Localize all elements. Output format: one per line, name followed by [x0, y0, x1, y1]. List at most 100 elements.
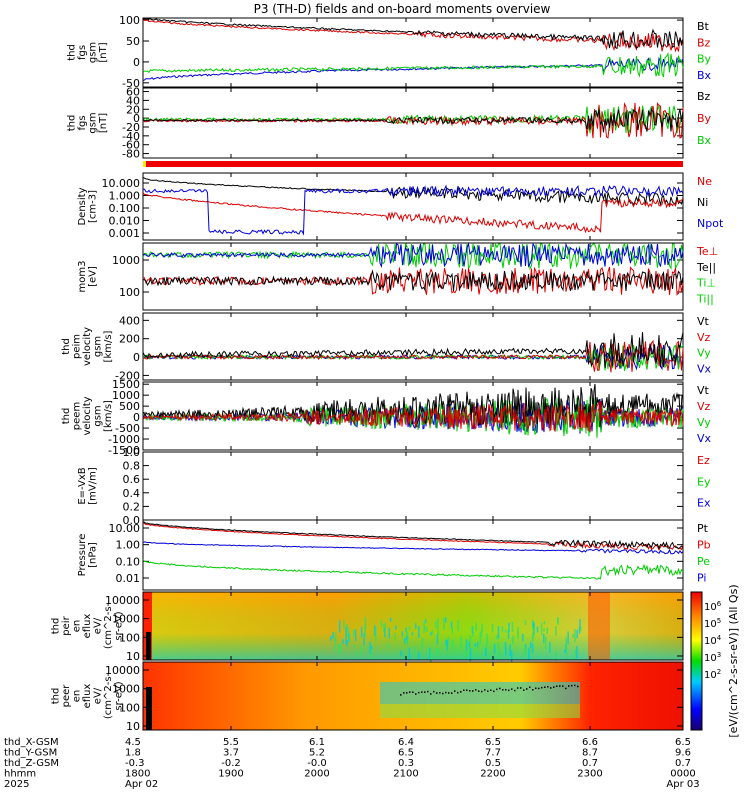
legend-pressure-0: Pt	[697, 522, 709, 535]
electron-spectrogram-dot	[451, 692, 453, 694]
ion-spectrogram-pixel	[451, 628, 454, 634]
y-axis-label-line: fgs	[77, 45, 88, 60]
y-tick-label: 0	[133, 56, 140, 69]
trace-npot	[142, 184, 684, 236]
electron-spectrogram-dot	[439, 692, 441, 694]
legend-peem-velocity-1: Vz	[697, 400, 711, 413]
x-axis-value: -0.0	[307, 758, 327, 769]
legend-fgs-b-0: Bt	[697, 20, 710, 33]
ion-spectrogram-pixel	[566, 651, 568, 661]
legend-efield-2: Ex	[697, 497, 711, 510]
ion-spectrogram-pixel	[543, 620, 546, 625]
ion-spectrogram-pixel	[405, 627, 407, 632]
trace-pt	[142, 521, 684, 550]
ion-spectrogram-pixel	[565, 637, 568, 651]
electron-spectrogram-dot	[553, 686, 555, 688]
legend-fgs-dsl-1: By	[697, 112, 712, 125]
ion-spectrogram-pixel	[338, 645, 341, 649]
x-axis-row-label: 2025	[4, 779, 29, 790]
ion-spectrogram-pixel	[437, 631, 440, 635]
y-tick-label: 60	[126, 86, 140, 99]
legend-fgs-dsl-2: Bx	[697, 134, 712, 147]
electron-spectrogram-dot	[523, 689, 525, 691]
electron-spectrogram-dot	[499, 687, 501, 690]
electron-spectrogram-dot	[448, 692, 450, 694]
ion-spectrogram-pixel	[504, 629, 507, 633]
ion-spectrogram-pixel	[450, 621, 453, 629]
electron-spectrogram-dot	[571, 684, 573, 687]
ion-spectrogram-pixel	[479, 632, 481, 645]
legend-temperature-0: Te⊥	[696, 245, 718, 258]
legend-density-0: Ne	[697, 175, 712, 188]
y-axis-label-line: thd	[51, 688, 62, 705]
ion-spectrogram-pixel	[501, 626, 504, 633]
panel-frame	[142, 451, 684, 521]
y-tick-label: 10.000	[102, 177, 141, 190]
ion-spectrogram-pixel	[431, 630, 434, 635]
x-axis-value: 8.7	[582, 748, 598, 759]
ion-spectrogram-pixel	[435, 621, 437, 629]
ion-spectrogram-pixel	[424, 619, 427, 624]
electron-spectrogram-dot	[484, 689, 486, 691]
ion-spectrogram-gap	[146, 632, 151, 660]
ion-spectrogram-pixel	[369, 641, 371, 654]
x-axis-value: 6.6	[582, 737, 598, 748]
ion-spectrogram-pixel	[421, 638, 424, 649]
ion-spectrogram-pixel	[354, 629, 357, 641]
y-tick-label: 10	[126, 720, 140, 733]
y-axis-label-line: eV/	[93, 687, 104, 704]
electron-spectrogram-dot	[460, 691, 462, 693]
y-tick-label: 100	[119, 631, 140, 644]
ion-spectrogram-pixel	[411, 632, 414, 636]
panel-frame	[142, 172, 684, 241]
y-axis-label: thd fgs gsm [nT]	[66, 42, 109, 63]
legend-fgs-b-1: Bz	[697, 36, 711, 49]
ion-spectrogram-pixel	[426, 626, 428, 633]
x-axis-value: 2300	[577, 769, 602, 780]
y-axis-label-line: [km/s]	[103, 400, 114, 432]
ion-spectrogram-pixel	[339, 643, 342, 651]
y-tick-label: -60	[122, 139, 140, 152]
trace-dsl-bz	[142, 108, 684, 133]
y-axis-label-line: gsm	[93, 405, 104, 426]
ion-spectrogram-pixel	[528, 647, 530, 660]
ion-spectrogram-pixel	[417, 651, 420, 661]
ion-spectrogram-pixel	[498, 651, 501, 660]
electron-spectrogram-dot	[418, 691, 420, 694]
electron-spectrogram-dot	[565, 687, 567, 690]
electron-spectrogram-dot	[487, 690, 489, 692]
y-tick-label: 10	[126, 650, 140, 663]
ion-spectrogram-pixel	[460, 636, 462, 649]
ion-spectrogram-pixel	[509, 644, 511, 657]
y-axis-label-line: velocity	[82, 396, 93, 435]
electron-spectrogram-dot	[544, 686, 546, 688]
ion-spectrogram-pixel	[446, 639, 449, 651]
y-axis-label-line: thd	[61, 408, 72, 425]
colorbar: 106 105 104 103 102 [eV/(cm^2-s-sr-eV)] (All …	[690, 584, 740, 738]
y-axis-label-line: [cm-3]	[87, 190, 98, 223]
y-tick-label: 100	[119, 701, 140, 714]
panel-frame	[142, 17, 684, 88]
x-axis-value: 6.4	[398, 737, 414, 748]
electron-spectrogram-dot	[433, 690, 435, 693]
electron-spectrogram-dot	[535, 687, 537, 689]
y-axis-label-line: peer	[61, 684, 72, 708]
colorbar-tick-label: 104	[704, 634, 722, 647]
x-axis-value: 6.1	[309, 737, 325, 748]
ion-spectrogram-pixel	[545, 636, 547, 650]
ion-spectrogram-pixel	[468, 641, 471, 648]
colorbar-tick-label: 103	[704, 651, 721, 664]
x-axis-value: 6.5	[485, 737, 501, 748]
ion-spectrogram-pixel	[512, 635, 514, 645]
y-tick-label: -200	[115, 369, 140, 382]
electron-spectrogram-dot	[472, 690, 474, 692]
ion-spectrogram-pixel	[486, 633, 488, 647]
ion-spectrogram-pixel	[408, 626, 411, 630]
y-tick-label: 0.10	[116, 555, 141, 568]
legend-density-1: Ni	[697, 196, 708, 209]
y-axis-label-line: [km/s]	[103, 330, 114, 362]
x-axis-value: -0.3	[125, 758, 145, 769]
